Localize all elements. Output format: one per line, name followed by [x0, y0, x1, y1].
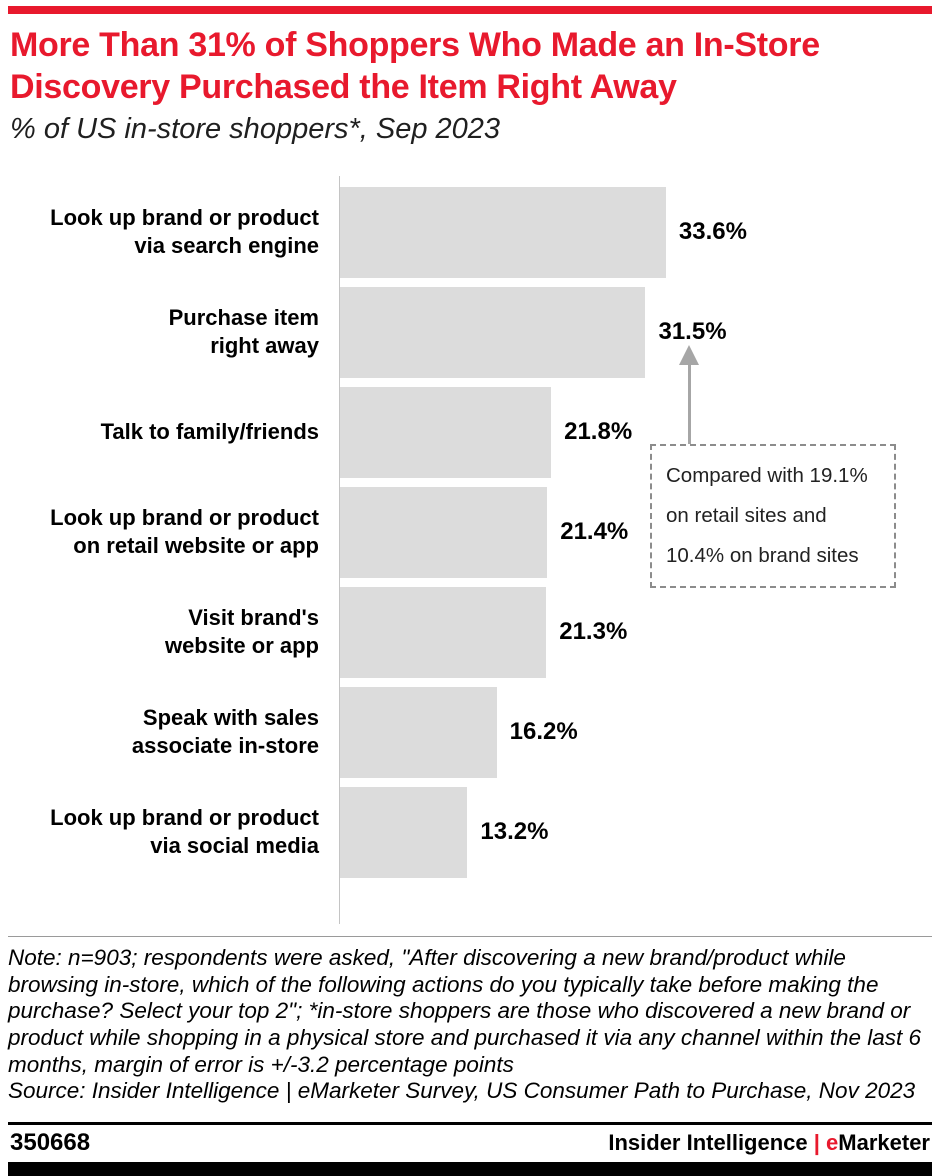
bar-chart: Look up brand or product via search engi… [8, 176, 932, 925]
annotation-box: Compared with 19.1% on retail sites and 10… [650, 444, 896, 589]
footer-top-divider [8, 1122, 932, 1125]
bar-value: 16.2% [509, 718, 578, 746]
bar-area: 13.2% [339, 782, 932, 882]
annotation-line: on retail sites and [666, 504, 827, 528]
bar [339, 186, 666, 278]
bar-label: Visit brand's website or app [164, 605, 319, 659]
annotation-line: 10.4% on brand sites [666, 544, 859, 568]
bar-label: Speak with sales associate in-store [131, 705, 319, 759]
bar-value: 21.8% [564, 418, 633, 446]
bar-area: 33.6% [339, 182, 932, 282]
bar-value: 33.6% [678, 218, 747, 246]
brand-primary: Insider Intelligence [608, 1130, 814, 1155]
bar [339, 486, 548, 578]
annotation-line: Compared with 19.1% [666, 464, 868, 488]
bar [339, 286, 646, 378]
note-text: Note: n=903; respondents were asked, "Af… [8, 945, 922, 1077]
brand-rest: Marketer [838, 1130, 930, 1155]
bar [339, 686, 497, 778]
bar [339, 786, 468, 878]
chart-row: Look up brand or product via search engi… [8, 182, 932, 282]
bar-value: 31.5% [658, 318, 727, 346]
chart-row: Look up brand or product on retail websi… [8, 482, 932, 582]
axis-line [339, 176, 340, 925]
notes-section: Note: n=903; respondents were asked, "Af… [8, 936, 932, 1104]
brand-logo: Insider Intelligence | eMarketer [608, 1130, 930, 1156]
bar-label: Talk to family/friends [100, 419, 319, 445]
bar-area: 31.5% [339, 282, 932, 382]
bar-label: Look up brand or product via search engi… [50, 205, 319, 259]
brand-separator: | [813, 1130, 820, 1155]
footer-row: 350668 Insider Intelligence | eMarketer [8, 1125, 932, 1162]
footer: 350668 Insider Intelligence | eMarketer [8, 1122, 932, 1176]
chart-row: Look up brand or product via social medi… [8, 782, 932, 882]
bar-area: 21.8% [339, 382, 932, 482]
bar-label: Look up brand or product on retail websi… [50, 505, 319, 559]
chart-row: Purchase item right away 31.5% [8, 282, 932, 382]
bar-area: 21.4% [339, 482, 932, 582]
brand-e: e [826, 1130, 839, 1155]
chart-row: Visit brand's website or app 21.3% [8, 582, 932, 682]
top-red-divider [8, 6, 932, 14]
up-arrow-icon [679, 345, 699, 366]
bar-label: Purchase item right away [168, 305, 319, 359]
source-text: Source: Insider Intelligence | eMarketer… [8, 1078, 916, 1104]
bar [339, 386, 552, 478]
bar-value: 21.4% [560, 518, 629, 546]
chart-subtitle: % of US in-store shoppers*, Sep 2023 [10, 113, 501, 146]
bar-label: Look up brand or product via social medi… [50, 805, 319, 859]
chart-row: Talk to family/friends 21.8% [8, 382, 932, 482]
chart-row: Speak with sales associate in-store 16.2… [8, 682, 932, 782]
bar-value: 21.3% [559, 618, 628, 646]
bar-area: 16.2% [339, 682, 932, 782]
chart-id: 350668 [10, 1129, 91, 1156]
up-arrow-line [688, 364, 691, 445]
bar-area: 21.3% [339, 582, 932, 682]
bar-value: 13.2% [480, 818, 549, 846]
footer-bottom-bar [8, 1162, 932, 1176]
chart-rows: Look up brand or product via search engi… [8, 176, 932, 882]
bar [339, 586, 547, 678]
chart-title: More Than 31% of Shoppers Who Made an In… [10, 26, 820, 107]
